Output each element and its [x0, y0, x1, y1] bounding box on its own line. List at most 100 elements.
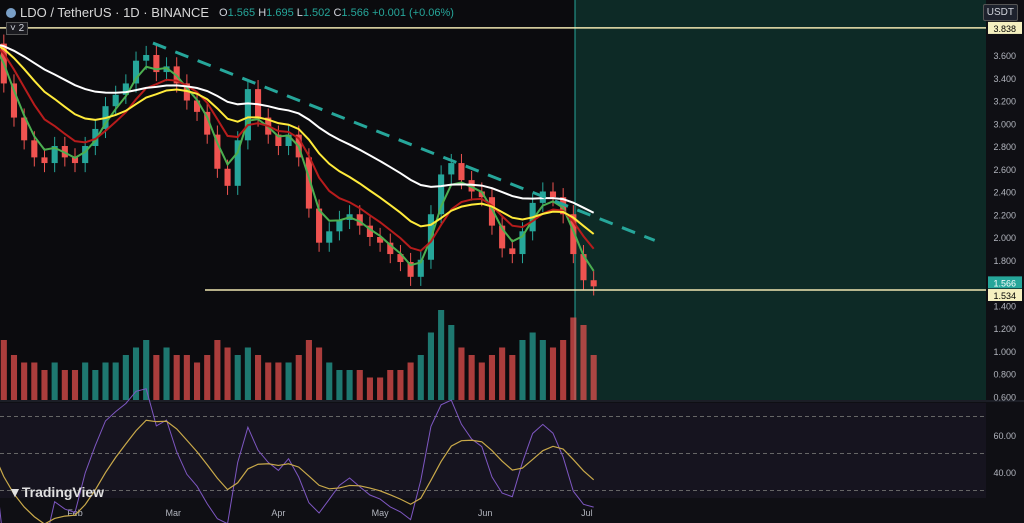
volume-bar — [560, 340, 567, 400]
candle — [356, 214, 363, 226]
price-tick: 3.000 — [993, 119, 1016, 129]
candle — [407, 262, 414, 277]
candle — [326, 231, 333, 243]
price-tick: 2.200 — [993, 210, 1016, 220]
volume-bar — [509, 355, 516, 400]
ohlc-values: O1.565 H1.695 L1.502 C1.566 +0.001 (+0.0… — [219, 6, 454, 19]
candle — [570, 214, 577, 255]
volume-bar — [478, 362, 485, 400]
volume-bar — [529, 332, 536, 400]
volume-bar — [265, 362, 272, 400]
candle — [31, 140, 38, 158]
price-tick: 1.400 — [993, 301, 1016, 311]
price-tick: 1.000 — [993, 347, 1016, 357]
volume-bar — [61, 370, 68, 400]
volume-bar — [377, 377, 384, 400]
candle — [224, 168, 231, 186]
candle — [488, 197, 496, 226]
volume-bar — [326, 362, 333, 400]
volume-bar — [163, 347, 170, 400]
candle — [499, 225, 506, 249]
time-tick: Jul — [581, 508, 593, 518]
candle — [305, 157, 312, 209]
highlight-zone — [575, 0, 986, 400]
volume-bar — [580, 325, 587, 400]
price-tick: 2.600 — [993, 165, 1016, 175]
volume-bar — [488, 355, 496, 400]
price-tick: 1.200 — [993, 324, 1016, 334]
candle — [234, 140, 241, 186]
candle — [458, 163, 465, 181]
candle — [590, 280, 597, 287]
candle — [468, 180, 475, 192]
time-tick: May — [372, 508, 390, 518]
candle — [51, 146, 58, 164]
candle — [193, 100, 201, 112]
volume-bar — [82, 362, 89, 400]
candle — [438, 174, 445, 215]
volume-bar — [458, 347, 465, 400]
price-tick: 2.400 — [993, 188, 1016, 198]
candle — [509, 248, 516, 255]
candle — [580, 254, 587, 281]
price-axis — [986, 0, 1024, 523]
candle — [397, 254, 404, 263]
candle — [285, 134, 292, 146]
volume-bar — [255, 355, 262, 400]
volume-bar — [224, 347, 231, 400]
price-label-bg — [988, 276, 1022, 289]
time-tick: Apr — [271, 508, 285, 518]
candle — [448, 163, 455, 175]
volume-bar — [427, 332, 435, 400]
rsi-tick: 60.00 — [993, 431, 1016, 441]
symbol-icon — [6, 7, 16, 18]
rsi-ma-line — [0, 419, 595, 523]
volume-bar — [71, 370, 79, 400]
volume-bar — [336, 370, 343, 400]
candle — [204, 111, 211, 135]
trendline — [152, 41, 656, 242]
candle — [244, 89, 251, 141]
volume-bar — [112, 362, 119, 400]
volume-bar — [417, 355, 424, 400]
symbol-title[interactable]: LDO / TetherUS · 1D · BINANCE — [20, 5, 210, 20]
volume-bar — [21, 362, 28, 400]
volume-bar — [153, 355, 160, 400]
volume-bar — [407, 362, 414, 400]
price-tick: 1.800 — [993, 256, 1016, 266]
currency-button[interactable]: USDT — [982, 4, 1018, 21]
price-tick: 3.400 — [993, 74, 1016, 84]
time-tick: Mar — [166, 508, 182, 518]
candle — [478, 191, 485, 198]
volume-bar — [234, 355, 241, 400]
candle — [275, 134, 282, 146]
candle — [336, 219, 343, 232]
volume-bar — [102, 362, 109, 400]
candle — [377, 237, 384, 243]
volume-bar — [539, 340, 546, 400]
price-tick: 2.000 — [993, 233, 1016, 243]
rsi-tick: 40.00 — [993, 468, 1016, 478]
candle — [10, 83, 18, 118]
price-tick: 2.800 — [993, 142, 1016, 152]
collapse-indicators-button[interactable]: ˅ 2 — [6, 22, 29, 35]
candle — [71, 157, 79, 164]
price-tick: 0.800 — [993, 370, 1016, 380]
candle — [82, 146, 89, 164]
volume-bar — [41, 370, 48, 400]
time-tick: Jun — [478, 508, 493, 518]
volume-bar — [122, 355, 129, 400]
rsi-line — [0, 388, 594, 523]
ma-fast-line — [0, 53, 595, 272]
volume-bar — [193, 362, 201, 400]
volume-bar — [549, 347, 557, 400]
volume-bar — [173, 355, 180, 400]
price-tick: 3.200 — [993, 97, 1016, 107]
candle — [122, 83, 129, 95]
volume-bar — [366, 377, 373, 400]
candle — [153, 55, 160, 73]
candle — [41, 157, 48, 164]
price-label: 3.838 — [993, 24, 1016, 34]
symbol-legend: LDO / TetherUS · 1D · BINANCE O1.565 H1.… — [6, 5, 454, 20]
